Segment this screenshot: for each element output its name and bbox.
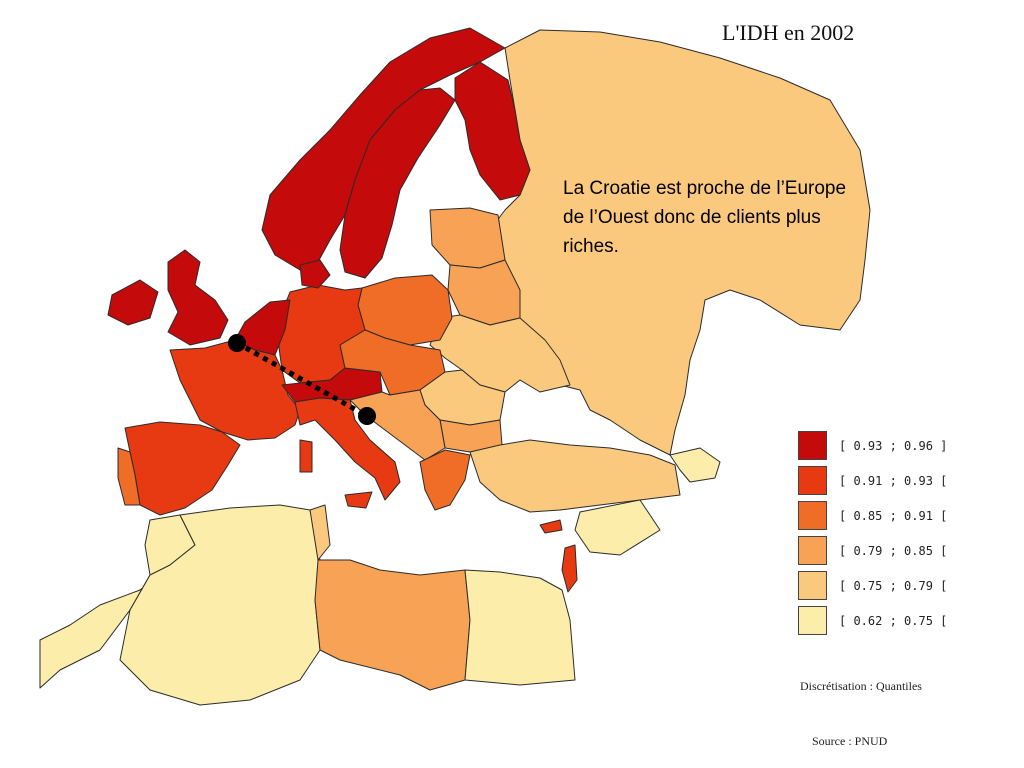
country-spain[interactable] bbox=[124, 421, 241, 516]
legend-item: [ 0.91 ; 0.93 [ bbox=[798, 463, 947, 498]
legend-label: [ 0.62 ; 0.75 [ bbox=[839, 613, 948, 628]
country-portugal[interactable] bbox=[117, 447, 141, 506]
legend-label: [ 0.79 ; 0.85 [ bbox=[839, 543, 948, 558]
country-russia[interactable] bbox=[489, 29, 871, 456]
country-denmark[interactable] bbox=[299, 259, 331, 289]
discretisation-note: Discrétisation : Quantiles bbox=[800, 679, 922, 693]
legend-swatch bbox=[798, 606, 827, 635]
country-sweden[interactable] bbox=[339, 87, 456, 279]
legend-swatch bbox=[798, 536, 827, 565]
legend-item: [ 0.75 ; 0.79 [ bbox=[798, 568, 947, 603]
legend-swatch bbox=[798, 466, 827, 495]
connector-line bbox=[235, 340, 369, 419]
connector-dot-belgium bbox=[228, 334, 246, 352]
country-finland[interactable] bbox=[454, 61, 531, 201]
country-turkey[interactable] bbox=[469, 439, 681, 513]
legend-label: [ 0.93 ; 0.96 ] bbox=[839, 438, 948, 453]
legend-label: [ 0.75 ; 0.79 [ bbox=[839, 578, 948, 593]
country-balkans[interactable] bbox=[349, 389, 446, 461]
country-algeria[interactable] bbox=[119, 504, 321, 706]
source-note: Source : PNUD bbox=[812, 734, 888, 748]
legend-item: [ 0.62 ; 0.75 [ bbox=[798, 603, 947, 638]
legend: [ 0.93 ; 0.96 ] [ 0.91 ; 0.93 [ [ 0.85 ;… bbox=[798, 428, 947, 638]
country-italy[interactable] bbox=[294, 397, 401, 501]
legend-label: [ 0.91 ; 0.93 [ bbox=[839, 473, 948, 488]
legend-swatch bbox=[798, 431, 827, 460]
country-baltics[interactable] bbox=[429, 207, 506, 269]
country-ukraine[interactable] bbox=[429, 314, 571, 393]
legend-swatch bbox=[798, 501, 827, 530]
country-libya[interactable] bbox=[314, 559, 471, 691]
country-ireland[interactable] bbox=[107, 279, 159, 326]
country-greece[interactable] bbox=[419, 449, 471, 511]
legend-swatch bbox=[798, 571, 827, 600]
country-caucasus[interactable] bbox=[669, 447, 721, 483]
legend-item: [ 0.93 ; 0.96 ] bbox=[798, 428, 947, 463]
country-tunisia[interactable] bbox=[309, 504, 331, 561]
country-israel[interactable] bbox=[561, 544, 578, 593]
country-italy-sardinia[interactable] bbox=[299, 439, 313, 473]
country-cyprus[interactable] bbox=[539, 519, 563, 534]
country-egypt[interactable] bbox=[464, 569, 576, 686]
connector-dot-croatia bbox=[358, 407, 376, 425]
legend-item: [ 0.79 ; 0.85 [ bbox=[798, 533, 947, 568]
annotation-text: La Croatie est proche de l’Europe de l’O… bbox=[563, 178, 847, 257]
map-title: L'IDH en 2002 bbox=[722, 20, 855, 45]
country-levant[interactable] bbox=[574, 499, 661, 556]
country-italy-sicily[interactable] bbox=[344, 491, 373, 509]
legend-label: [ 0.85 ; 0.91 [ bbox=[839, 508, 948, 523]
legend-item: [ 0.85 ; 0.91 [ bbox=[798, 498, 947, 533]
country-united-kingdom[interactable] bbox=[167, 249, 229, 346]
